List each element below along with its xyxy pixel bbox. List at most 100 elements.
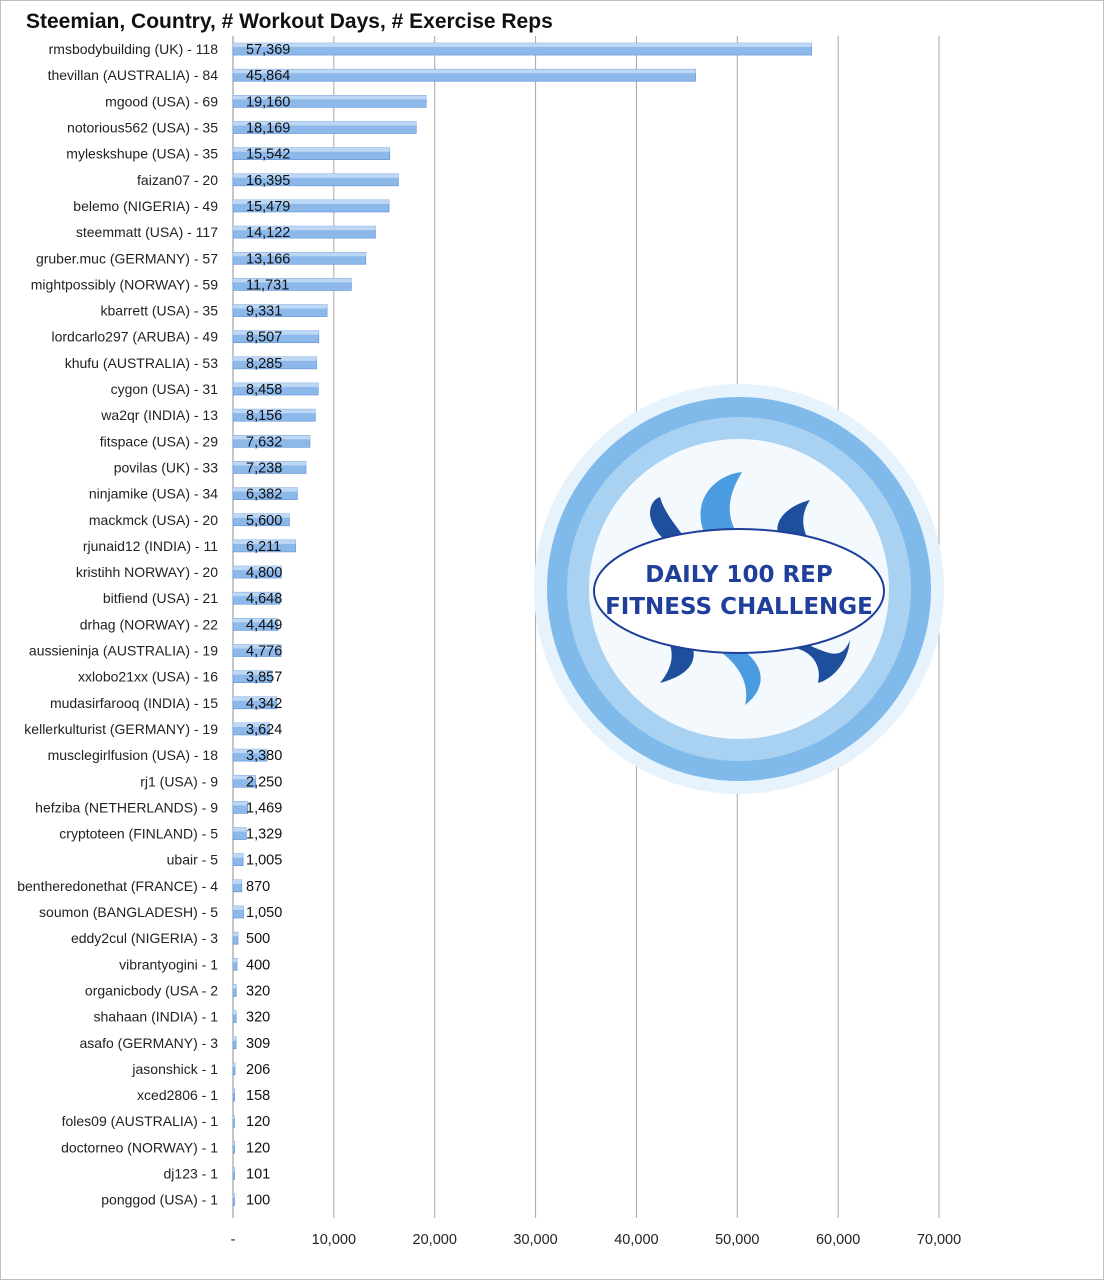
value-labels: 57,369 45,864 19,160 18,169 15,542 16,395 15,4… xyxy=(246,42,290,1209)
bar-highlight xyxy=(233,1167,235,1172)
category-label: mightpossibly (NORWAY) - 59 xyxy=(31,276,218,292)
value-label: 8,156 xyxy=(246,408,282,424)
bar-highlight xyxy=(233,775,256,780)
x-tick-label: - xyxy=(231,1232,236,1248)
category-label: drhag (NORWAY) - 22 xyxy=(80,616,218,632)
category-label: lordcarlo297 (ARUBA) - 49 xyxy=(51,329,218,345)
category-label: povilas (UK) - 33 xyxy=(114,459,218,475)
bar-highlight xyxy=(233,1141,235,1146)
value-label: 8,507 xyxy=(246,330,282,346)
value-label: 4,776 xyxy=(246,644,282,660)
value-label: 7,238 xyxy=(246,460,282,476)
x-tick-label: 10,000 xyxy=(312,1232,356,1248)
x-tick-label: 50,000 xyxy=(715,1232,759,1248)
value-label: 3,624 xyxy=(246,722,282,738)
category-label: rj1 (USA) - 9 xyxy=(140,773,218,789)
bar-highlight xyxy=(233,1115,235,1120)
bar-highlight xyxy=(233,696,277,701)
value-label: 3,857 xyxy=(246,670,282,686)
value-label: 1,005 xyxy=(246,853,282,869)
bar-highlight xyxy=(233,461,307,466)
category-label: rjunaid12 (INDIA) - 11 xyxy=(83,538,218,554)
category-label: mackmck (USA) - 20 xyxy=(89,512,218,528)
category-label: aussieninja (AUSTRALIA) - 19 xyxy=(29,643,218,659)
challenge-badge-logo: DAILY 100 REP FITNESS CHALLENGE xyxy=(534,384,944,794)
bar-highlight xyxy=(233,801,248,806)
x-tick-label: 30,000 xyxy=(513,1232,557,1248)
value-label: 400 xyxy=(246,957,270,973)
value-label: 15,542 xyxy=(246,147,290,163)
value-label: 100 xyxy=(246,1193,270,1209)
value-label: 15,479 xyxy=(246,199,290,215)
category-label: faizan07 - 20 xyxy=(137,172,218,188)
value-label: 1,050 xyxy=(246,905,282,921)
category-label: kellerkulturist (GERMANY) - 19 xyxy=(24,721,218,737)
value-label: 4,342 xyxy=(246,696,282,712)
category-label: notorious562 (USA) - 35 xyxy=(67,120,218,136)
category-label: kristihh NORWAY) - 20 xyxy=(76,564,218,580)
value-label: 320 xyxy=(246,1010,270,1026)
category-label: doctorneo (NORWAY) - 1 xyxy=(61,1139,218,1155)
bar-highlight xyxy=(233,670,272,675)
value-label: 45,864 xyxy=(246,68,290,84)
category-label: fitspace (USA) - 29 xyxy=(100,433,218,449)
x-tick-label: 40,000 xyxy=(614,1232,658,1248)
bar-highlight xyxy=(233,618,278,623)
flame-bottom-left-icon xyxy=(660,640,694,683)
category-label: xced2806 - 1 xyxy=(137,1087,218,1103)
category-labels: rmsbodybuilding (UK) - 118 thevillan (AUS… xyxy=(17,41,218,1208)
category-label: wa2qr (INDIA) - 13 xyxy=(100,407,218,423)
value-label: 18,169 xyxy=(246,121,290,137)
value-label: 320 xyxy=(246,983,270,999)
bar-highlight xyxy=(233,252,366,257)
bar-highlight xyxy=(233,487,298,492)
category-label: rmsbodybuilding (UK) - 118 xyxy=(49,41,219,57)
bar-highlight xyxy=(233,879,242,884)
bar-highlight xyxy=(233,644,282,649)
bar-highlight xyxy=(233,722,270,727)
x-tick-label: 70,000 xyxy=(917,1232,961,1248)
value-label: 4,648 xyxy=(246,591,282,607)
chart-title: Steemian, Country, # Workout Days, # Exe… xyxy=(26,10,553,33)
value-label: 120 xyxy=(246,1114,270,1130)
badge-banner xyxy=(593,528,885,654)
bar-highlight xyxy=(233,121,417,126)
value-label: 7,632 xyxy=(246,434,282,450)
bar-highlight xyxy=(233,906,244,911)
bar-highlight xyxy=(233,435,310,440)
category-label: gruber.muc (GERMANY) - 57 xyxy=(36,250,218,266)
bar-highlight xyxy=(233,147,390,152)
bar-highlight xyxy=(233,278,352,283)
value-label: 120 xyxy=(246,1140,270,1156)
bar-highlight xyxy=(233,513,290,518)
bar-highlight xyxy=(233,95,427,100)
value-label: 6,211 xyxy=(246,539,281,555)
value-label: 5,600 xyxy=(246,513,282,529)
value-label: 57,369 xyxy=(246,42,290,58)
bar-highlight xyxy=(233,304,328,309)
value-label: 8,285 xyxy=(246,356,282,372)
value-label: 6,382 xyxy=(246,487,282,503)
category-label: belemo (NIGERIA) - 49 xyxy=(73,198,218,214)
bar-highlight xyxy=(233,958,238,963)
value-label: 8,458 xyxy=(246,382,282,398)
category-label: foles09 (AUSTRALIA) - 1 xyxy=(62,1113,219,1129)
value-label: 206 xyxy=(246,1062,270,1078)
bar-highlight xyxy=(233,592,280,597)
value-label: 870 xyxy=(246,879,270,895)
bar-highlight xyxy=(233,827,247,832)
category-label: myleskshupe (USA) - 35 xyxy=(66,146,218,162)
category-label: steemmatt (USA) - 117 xyxy=(76,224,218,240)
category-label: bitfiend (USA) - 21 xyxy=(103,590,218,606)
flame-top-left-icon xyxy=(650,497,690,545)
value-label: 9,331 xyxy=(246,304,282,320)
bars xyxy=(232,42,812,1206)
badge-line-2: FITNESS CHALLENGE xyxy=(605,594,873,620)
value-label: 158 xyxy=(246,1088,270,1104)
category-label: soumon (BANGLADESH) - 5 xyxy=(39,904,218,920)
bar-highlight xyxy=(233,1193,235,1198)
value-label: 4,800 xyxy=(246,565,282,581)
x-tick-label: 60,000 xyxy=(816,1232,860,1248)
bar-highlight xyxy=(233,984,237,989)
